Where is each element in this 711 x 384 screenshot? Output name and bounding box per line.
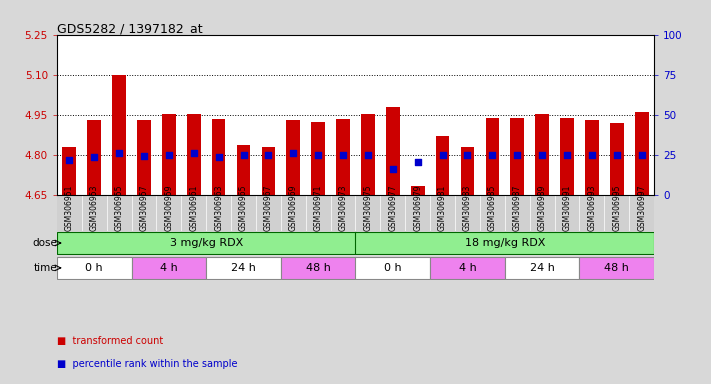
Point <box>437 152 448 158</box>
Bar <box>579 257 654 279</box>
Point <box>287 150 299 156</box>
Text: 0 h: 0 h <box>384 263 402 273</box>
Bar <box>635 113 648 195</box>
Text: 24 h: 24 h <box>530 263 555 273</box>
Bar <box>505 257 579 279</box>
Point <box>88 154 100 160</box>
Bar <box>262 147 275 195</box>
Bar <box>63 147 76 195</box>
Point <box>64 157 75 163</box>
Bar <box>206 257 281 279</box>
Point <box>362 152 374 158</box>
Point <box>412 159 424 165</box>
Text: 4 h: 4 h <box>459 263 476 273</box>
Point <box>586 152 597 158</box>
Bar <box>187 114 201 195</box>
Bar <box>585 120 599 195</box>
Point <box>486 152 498 158</box>
Bar <box>361 114 375 195</box>
Bar <box>212 119 225 195</box>
Point <box>462 152 474 158</box>
Point <box>139 153 150 159</box>
Text: 18 mg/kg RDX: 18 mg/kg RDX <box>464 238 545 248</box>
Bar <box>356 232 654 254</box>
Text: 0 h: 0 h <box>85 263 103 273</box>
Bar <box>336 119 350 195</box>
Point <box>337 152 348 158</box>
Text: 24 h: 24 h <box>231 263 256 273</box>
Bar <box>560 118 574 195</box>
Text: GDS5282 / 1397182_at: GDS5282 / 1397182_at <box>57 22 203 35</box>
Point <box>164 152 175 158</box>
Point <box>561 152 572 158</box>
Point <box>188 150 199 156</box>
Bar <box>610 123 624 195</box>
Text: 48 h: 48 h <box>306 263 331 273</box>
Text: 4 h: 4 h <box>160 263 178 273</box>
Point <box>387 166 398 172</box>
Bar <box>386 107 400 195</box>
Bar <box>57 257 132 279</box>
Point <box>213 154 225 160</box>
Text: 48 h: 48 h <box>604 263 629 273</box>
Text: time: time <box>33 263 57 273</box>
Bar <box>287 120 300 195</box>
Point <box>312 152 324 158</box>
Text: ■  percentile rank within the sample: ■ percentile rank within the sample <box>57 359 237 369</box>
Point <box>114 150 125 156</box>
Point <box>536 152 547 158</box>
Bar <box>132 257 206 279</box>
Bar <box>356 257 430 279</box>
Bar <box>112 75 126 195</box>
Bar <box>430 257 505 279</box>
Text: ■  transformed count: ■ transformed count <box>57 336 163 346</box>
Bar <box>87 120 101 195</box>
Bar <box>237 144 250 195</box>
Bar <box>461 147 474 195</box>
Text: dose: dose <box>32 238 57 248</box>
Bar <box>137 120 151 195</box>
Bar <box>436 136 449 195</box>
Bar <box>411 186 424 195</box>
Point <box>636 152 647 158</box>
Point <box>237 152 249 158</box>
Point <box>611 152 622 158</box>
Bar <box>510 118 524 195</box>
Point <box>511 152 523 158</box>
Bar <box>281 257 356 279</box>
Text: 3 mg/kg RDX: 3 mg/kg RDX <box>169 238 243 248</box>
Bar <box>57 232 356 254</box>
Bar <box>486 118 499 195</box>
Bar <box>162 114 176 195</box>
Bar <box>535 114 549 195</box>
Point <box>262 152 274 158</box>
Bar <box>311 122 325 195</box>
